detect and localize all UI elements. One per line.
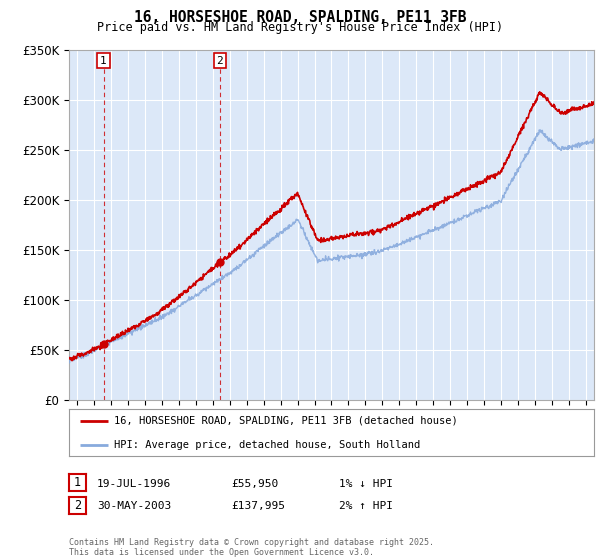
Text: 2: 2 xyxy=(74,498,81,512)
Text: HPI: Average price, detached house, South Holland: HPI: Average price, detached house, Sout… xyxy=(113,440,420,450)
Bar xyxy=(69,50,221,400)
Text: £55,950: £55,950 xyxy=(231,479,278,489)
Text: 1: 1 xyxy=(100,55,107,66)
Text: £137,995: £137,995 xyxy=(231,501,285,511)
Text: 16, HORSESHOE ROAD, SPALDING, PE11 3FB (detached house): 16, HORSESHOE ROAD, SPALDING, PE11 3FB (… xyxy=(113,416,457,426)
Text: 30-MAY-2003: 30-MAY-2003 xyxy=(97,501,172,511)
Text: Price paid vs. HM Land Registry's House Price Index (HPI): Price paid vs. HM Land Registry's House … xyxy=(97,21,503,34)
Text: 2% ↑ HPI: 2% ↑ HPI xyxy=(339,501,393,511)
Text: 1% ↓ HPI: 1% ↓ HPI xyxy=(339,479,393,489)
Text: 16, HORSESHOE ROAD, SPALDING, PE11 3FB: 16, HORSESHOE ROAD, SPALDING, PE11 3FB xyxy=(134,10,466,25)
Text: 19-JUL-1996: 19-JUL-1996 xyxy=(97,479,172,489)
Text: 2: 2 xyxy=(217,55,223,66)
Text: 1: 1 xyxy=(74,476,81,489)
Text: Contains HM Land Registry data © Crown copyright and database right 2025.
This d: Contains HM Land Registry data © Crown c… xyxy=(69,538,434,557)
